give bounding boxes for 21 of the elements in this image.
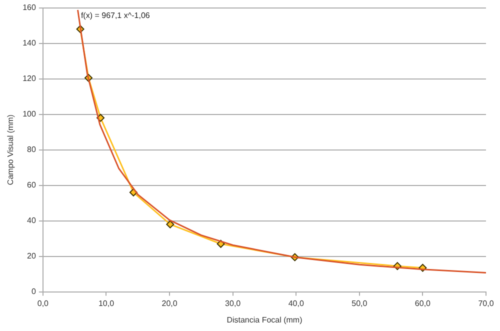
y-tick-label: 120 [22,74,36,84]
x-tick-label: 70,0 [478,298,494,308]
x-tick-label: 60,0 [414,298,432,308]
y-tick-label: 20 [27,252,36,261]
x-tick-label: 30,0 [225,298,242,308]
y-tick-label: 140 [22,38,36,48]
y-tick-label: 40 [27,216,36,226]
x-tick-label: 10,0 [98,298,115,308]
x-axis-title: Distancia Focal (mm) [226,315,303,324]
y-tick-label: 80 [27,145,36,154]
y-axis-title: Campo Visual (mm) [6,114,16,186]
point [166,220,174,228]
y-tick-label: 100 [22,110,36,119]
annotation: f(x) = 967,1 x^-1,06 [80,11,150,20]
x-tick-label: 0,0 [37,298,50,308]
x-tick-label: 40,0 [288,298,304,308]
x-tick-label: 20,0 [162,298,178,308]
x-tick-label: 50,0 [352,298,368,308]
y-tick-label: 0 [31,287,36,296]
y-tick-label: 160 [22,3,36,12]
y-tick-label: 60 [27,180,36,190]
